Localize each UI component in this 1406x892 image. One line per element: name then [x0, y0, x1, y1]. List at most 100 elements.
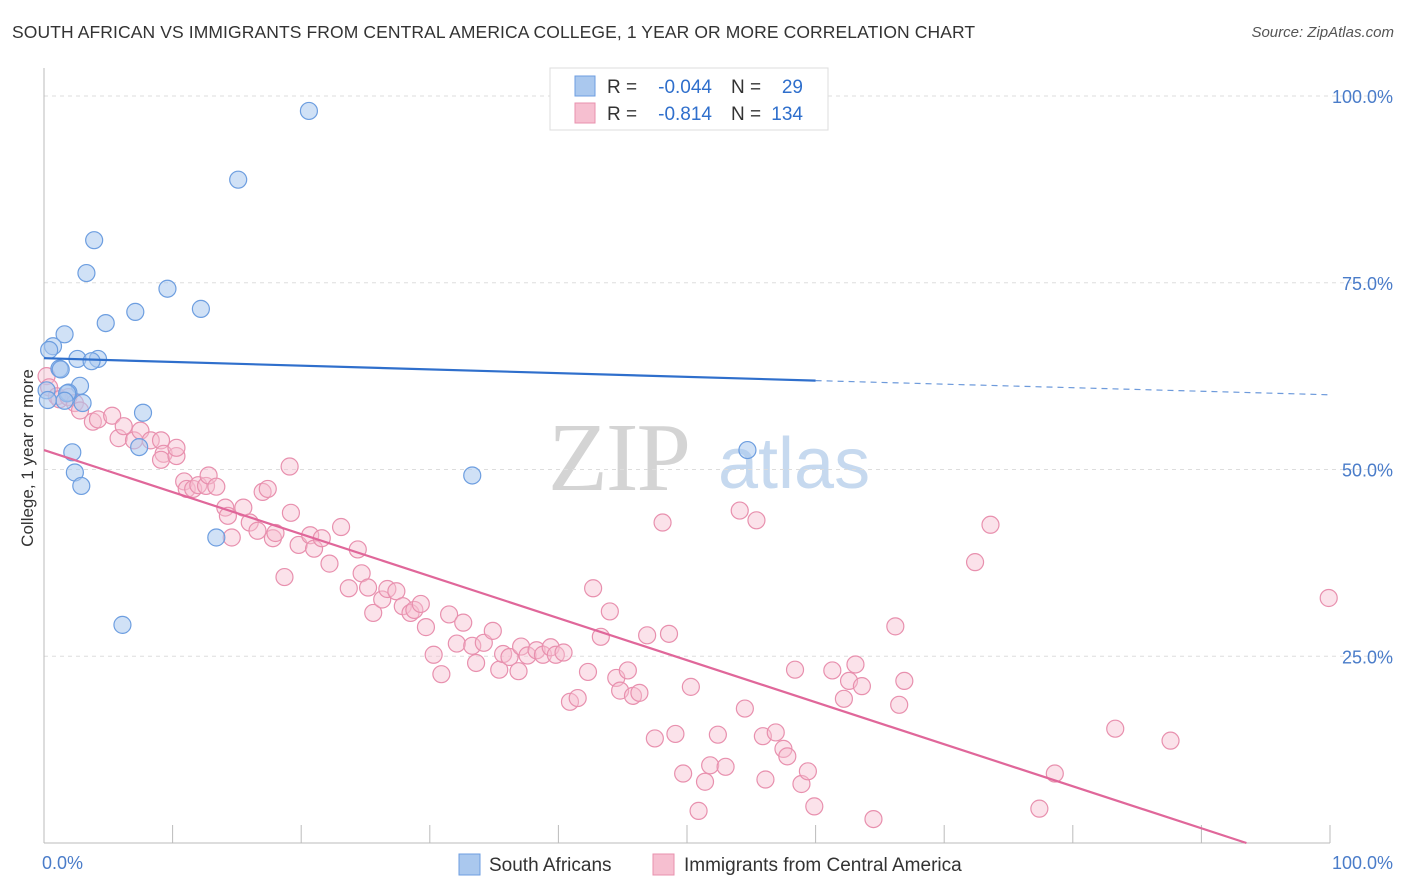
point-central-america: [281, 503, 301, 522]
point-central-america: [266, 523, 285, 543]
point-central-america: [766, 723, 785, 742]
point-south-africans: [299, 101, 319, 121]
point-central-america: [1106, 719, 1125, 738]
point-central-america: [846, 655, 865, 674]
point-central-america: [454, 613, 473, 632]
point-central-america: [568, 688, 587, 708]
series-central-america-points: [37, 367, 1338, 829]
point-central-america: [554, 643, 573, 662]
point-central-america: [1319, 588, 1338, 608]
series-south-africans-points: [37, 101, 757, 634]
point-central-america: [798, 762, 817, 781]
point-central-america: [600, 602, 619, 621]
point-central-america: [207, 477, 226, 496]
point-central-america: [258, 479, 277, 499]
point-south-africans: [113, 615, 132, 634]
point-central-america: [196, 476, 216, 496]
legend-bottom-swatch-blue: [458, 853, 481, 876]
point-south-africans: [126, 302, 145, 321]
point-central-america: [275, 567, 294, 587]
point-central-america: [253, 482, 272, 502]
point-central-america: [109, 429, 128, 448]
point-central-america: [463, 636, 482, 655]
point-central-america: [823, 661, 842, 680]
point-central-america: [1161, 731, 1180, 750]
trend-lines: [43, 357, 1331, 845]
point-south-africans: [73, 393, 92, 413]
point-central-america: [248, 521, 267, 540]
point-central-america: [1045, 764, 1064, 783]
legend-blue-n-label: N =: [731, 77, 761, 98]
point-central-america: [364, 603, 383, 623]
legend-bottom: South Africans Immigrants from Central A…: [458, 853, 962, 876]
point-central-america: [965, 553, 985, 572]
legend-box: [549, 67, 829, 131]
point-central-america: [981, 515, 1000, 534]
point-central-america: [638, 626, 657, 645]
tick-labels: 100.0% 75.0% 50.0% 25.0% 0.0% 100.0%: [42, 87, 1393, 873]
point-south-africans: [55, 325, 74, 344]
point-south-africans: [96, 313, 115, 333]
point-central-america: [167, 438, 186, 457]
point-central-america: [834, 689, 853, 708]
point-central-america: [151, 431, 171, 450]
point-south-africans: [63, 443, 82, 462]
point-central-america: [289, 535, 308, 555]
point-central-america: [674, 764, 693, 783]
point-south-africans: [229, 170, 248, 189]
point-south-africans: [82, 352, 101, 371]
point-central-america: [630, 683, 649, 702]
source-label: Source: ZipAtlas.com: [1251, 24, 1394, 41]
point-central-america: [756, 770, 775, 789]
trend-line-south-africans: [43, 357, 816, 382]
point-central-america: [447, 634, 466, 653]
point-central-america: [618, 661, 637, 680]
point-central-america: [483, 621, 502, 640]
point-central-america: [512, 637, 531, 656]
y-axis-title: College, 1 year or more: [18, 369, 37, 547]
point-central-america: [895, 671, 914, 691]
point-central-america: [114, 417, 133, 436]
point-central-america: [645, 729, 664, 748]
legend-top: R = -0.044 N = 29 R = -0.814 N = 134: [549, 67, 829, 131]
legend-pink-r-value: -0.814: [658, 104, 712, 125]
y-tick-label: 25.0%: [1342, 647, 1393, 667]
y-tick-label: 75.0%: [1342, 274, 1393, 294]
point-central-america: [331, 517, 351, 537]
point-central-america: [701, 756, 720, 775]
point-central-america: [509, 662, 528, 681]
point-central-america: [280, 457, 299, 476]
point-central-america: [424, 645, 443, 664]
point-central-america: [659, 624, 679, 643]
point-central-america: [708, 725, 727, 744]
point-central-america: [886, 617, 905, 636]
point-south-africans: [133, 403, 153, 422]
point-central-america: [681, 677, 700, 696]
point-central-america: [695, 772, 715, 791]
point-central-america: [387, 582, 406, 601]
point-central-america: [103, 406, 122, 425]
point-central-america: [852, 677, 871, 696]
point-south-africans: [738, 440, 757, 460]
point-south-africans: [55, 391, 74, 410]
point-south-africans: [130, 437, 149, 457]
point-central-america: [88, 410, 108, 429]
point-south-africans: [51, 360, 70, 379]
point-central-america: [689, 801, 708, 820]
point-south-africans: [72, 476, 91, 496]
point-central-america: [584, 579, 603, 598]
point-central-america: [805, 797, 824, 816]
point-central-america: [518, 646, 537, 665]
point-central-america: [358, 578, 378, 597]
point-central-america: [785, 660, 805, 679]
point-central-america: [653, 513, 672, 532]
point-central-america: [500, 647, 519, 667]
point-central-america: [578, 662, 598, 682]
legend-blue-r-label: R =: [607, 77, 637, 98]
point-central-america: [533, 645, 553, 664]
point-central-america: [864, 809, 883, 829]
point-central-america: [1030, 799, 1049, 818]
point-central-america: [432, 665, 451, 684]
legend-pink-n-label: N =: [731, 104, 761, 125]
point-central-america: [151, 450, 171, 469]
